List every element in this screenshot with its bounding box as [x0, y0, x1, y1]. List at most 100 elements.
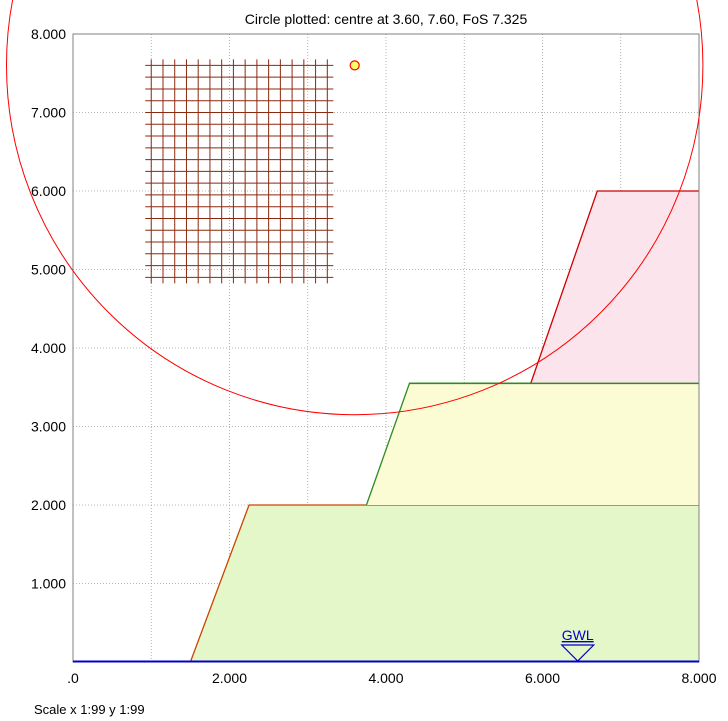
trial-centre-marker [262, 118, 275, 131]
trial-centre-marker [239, 153, 252, 166]
trial-centre-marker [321, 259, 334, 272]
trial-centre-marker [168, 106, 181, 119]
trial-centre-marker [321, 118, 334, 131]
trial-centre-marker [180, 130, 193, 143]
trial-centre-marker [145, 236, 158, 249]
trial-centre-marker [156, 59, 169, 72]
trial-centre-marker [180, 141, 193, 154]
trial-centre-marker [145, 106, 158, 119]
trial-centre-marker [262, 188, 275, 201]
trial-centre-marker [203, 188, 216, 201]
trial-centre-marker [156, 165, 169, 178]
trial-centre-marker [215, 165, 228, 178]
trial-centre-marker [239, 224, 252, 237]
trial-centre-marker [274, 118, 287, 131]
trial-centre-marker [239, 130, 252, 143]
trial-centre-marker [321, 141, 334, 154]
trial-centre-marker [227, 59, 240, 72]
trial-centre-marker [192, 224, 205, 237]
trial-centre-marker [192, 259, 205, 272]
trial-centre-marker [192, 236, 205, 249]
trial-centre-marker [274, 71, 287, 84]
trial-centre-marker [180, 200, 193, 213]
trial-centre-marker [180, 118, 193, 131]
trial-centre-marker [180, 271, 193, 284]
trial-centre-marker [215, 200, 228, 213]
trial-centre-marker [309, 141, 322, 154]
trial-centre-marker [215, 59, 228, 72]
trial-centre-marker [286, 118, 299, 131]
trial-centre-marker [274, 59, 287, 72]
trial-centre-marker [286, 177, 299, 190]
trial-centre-marker [297, 224, 310, 237]
trial-centre-marker [262, 82, 275, 95]
trial-centre-marker [145, 59, 158, 72]
trial-centre-marker [156, 118, 169, 131]
trial-centre-marker [192, 94, 205, 107]
trial-centre-marker [297, 71, 310, 84]
trial-centre-marker [321, 271, 334, 284]
trial-centre-marker [156, 271, 169, 284]
y-tick-label: 7.000 [31, 105, 66, 121]
x-tick-label: 2.000 [212, 670, 247, 686]
trial-centre-marker [215, 212, 228, 225]
trial-centre-marker [203, 82, 216, 95]
trial-centre-marker [156, 94, 169, 107]
trial-centre-marker [168, 94, 181, 107]
trial-centre-marker [192, 82, 205, 95]
trial-centre-marker [145, 130, 158, 143]
trial-centre-marker [203, 177, 216, 190]
trial-centre-marker [180, 224, 193, 237]
trial-centre-marker [262, 106, 275, 119]
trial-centre-marker [192, 212, 205, 225]
trial-centre-marker [297, 200, 310, 213]
trial-centre-marker [309, 224, 322, 237]
trial-centre-marker [262, 236, 275, 249]
trial-centre-marker [227, 200, 240, 213]
trial-centre-marker [156, 106, 169, 119]
trial-centre-marker [180, 177, 193, 190]
trial-centre-marker [262, 271, 275, 284]
trial-centre-marker [180, 188, 193, 201]
trial-centre-marker [239, 271, 252, 284]
y-tick-label: 5.000 [31, 262, 66, 278]
trial-centre-marker [203, 106, 216, 119]
trial-centre-marker [239, 71, 252, 84]
trial-centre-marker [262, 247, 275, 260]
chart-title: Circle plotted: centre at 3.60, 7.60, Fo… [245, 11, 528, 27]
layer-2-fill [366, 383, 699, 505]
y-tick-label: 3.000 [31, 419, 66, 435]
trial-centre-marker [156, 200, 169, 213]
trial-centre-marker [168, 212, 181, 225]
soil-layers [189, 190, 699, 663]
trial-centre-marker [215, 259, 228, 272]
trial-centre-marker [309, 130, 322, 143]
trial-centre-marker [156, 141, 169, 154]
trial-centre-marker [262, 59, 275, 72]
trial-centre-marker [250, 247, 263, 260]
trial-centre-marker [145, 271, 158, 284]
x-tick-label: 6.000 [525, 670, 560, 686]
x-tick-label: 4.000 [368, 670, 403, 686]
trial-centre-marker [250, 271, 263, 284]
trial-centre-marker [239, 165, 252, 178]
trial-centre-marker [321, 247, 334, 260]
trial-centre-marker [250, 130, 263, 143]
trial-centre-marker [215, 224, 228, 237]
trial-centre-marker [250, 200, 263, 213]
trial-centre-marker [239, 94, 252, 107]
trial-centre-marker [297, 141, 310, 154]
trial-centre-marker [297, 59, 310, 72]
x-tick-label: .0 [67, 670, 79, 686]
layer-3-fill [530, 191, 699, 384]
trial-centre-marker [145, 165, 158, 178]
trial-centre-marker [145, 94, 158, 107]
trial-centre-marker [239, 177, 252, 190]
trial-centre-marker [309, 165, 322, 178]
trial-centre-marker [203, 141, 216, 154]
trial-centre-marker [180, 165, 193, 178]
trial-centre-marker [145, 224, 158, 237]
scale-label: Scale x 1:99 y 1:99 [34, 702, 145, 717]
trial-centre-marker [227, 71, 240, 84]
trial-centre-marker [321, 212, 334, 225]
